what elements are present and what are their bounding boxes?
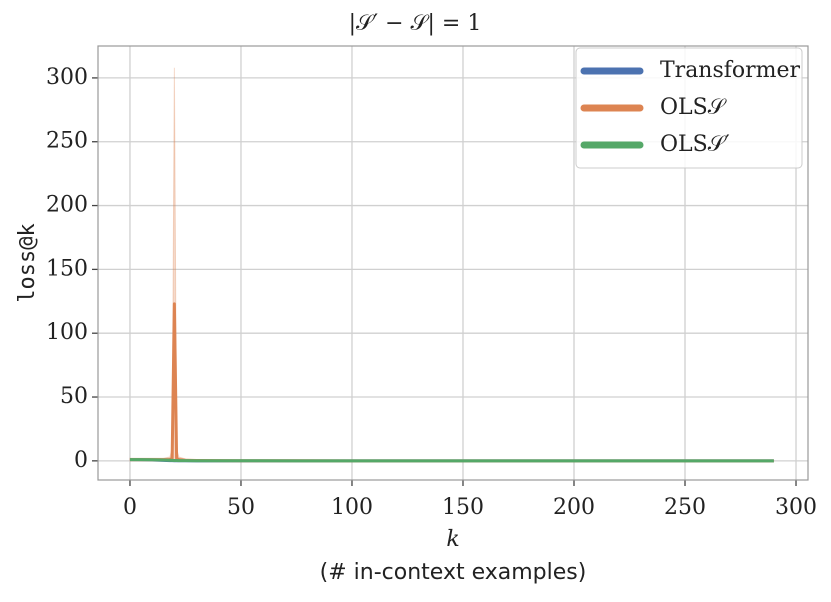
y-tick-label: 150: [46, 256, 88, 281]
y-tick-label: 0: [74, 448, 88, 473]
y-tick-label: 300: [46, 65, 88, 90]
x-tick-label: 200: [553, 495, 595, 520]
chart-title: |𝒮′ − 𝒮| = 1: [349, 11, 482, 36]
x-tick-label: 100: [331, 495, 373, 520]
y-tick-label: 50: [60, 384, 88, 409]
x-axis-label: k: [446, 527, 459, 552]
y-tick-label: 100: [46, 320, 88, 345]
plot-frame: [97, 45, 809, 481]
legend-label: OLS𝒮′: [660, 132, 730, 157]
x-tick-label: 0: [123, 495, 137, 520]
legend-label: Transformer: [660, 58, 801, 83]
x-tick-label: 150: [442, 495, 484, 520]
x-tick-label: 250: [664, 495, 706, 520]
x-tick-label: 50: [227, 495, 255, 520]
y-tick-label: 200: [46, 193, 88, 218]
x-axis-sublabel: (# in-context examples): [320, 560, 587, 585]
legend-label: OLS𝒮: [660, 95, 727, 120]
series-line: [129, 458, 774, 463]
x-tick-label: 300: [775, 495, 817, 520]
legend-box: [575, 47, 803, 169]
y-tick-label: 250: [46, 129, 88, 154]
series-line: [129, 302, 774, 463]
y-axis-label: loss@k: [15, 223, 40, 302]
